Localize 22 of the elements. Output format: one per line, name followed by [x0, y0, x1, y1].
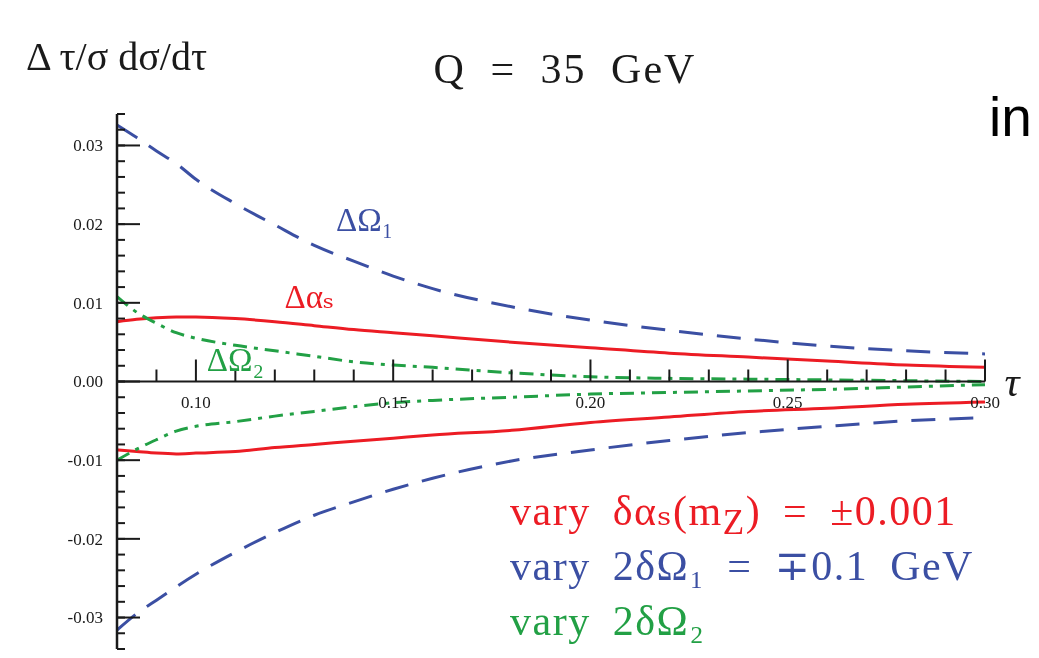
annotation: vary 2δΩ₂	[510, 597, 706, 646]
y-axis-title: Δ τ/σ dσ/dτ	[26, 34, 208, 79]
y-tick-label: 0.00	[73, 372, 103, 392]
y-tick-label: 0.01	[73, 293, 103, 313]
series-label: ΔΩ₂	[206, 342, 264, 379]
chart-title: Q = 35 GeV	[433, 46, 697, 92]
x-tick-label: 0.15	[378, 392, 409, 412]
y-tick-label: 0.03	[73, 136, 103, 156]
y-tick-label: -0.03	[67, 608, 103, 628]
annotation: vary δαₛ(m$_{Z}$) = ±0.001	[510, 488, 957, 543]
series-label: ΔΩ₁	[336, 202, 394, 239]
x-tick-label: 0.20	[575, 392, 606, 412]
x-tick-label: 0.10	[181, 392, 211, 412]
x-axis-title: τ	[1004, 357, 1020, 406]
y-tick-label: -0.02	[67, 529, 103, 549]
y-tick-label: -0.01	[67, 451, 103, 471]
x-tick-label: 0.30	[970, 392, 1000, 412]
y-tick-label: 0.02	[73, 215, 103, 235]
x-tick-label: 0.25	[772, 392, 803, 412]
text: in	[989, 86, 1032, 148]
annotation: vary 2δΩ₁ = ∓0.1 GeV	[510, 543, 974, 589]
series-label: Δαₛ	[284, 278, 335, 315]
